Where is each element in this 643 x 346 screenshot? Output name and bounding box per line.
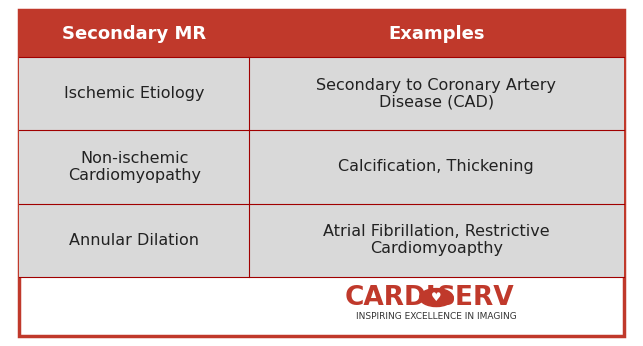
FancyBboxPatch shape: [19, 130, 249, 203]
Text: Annular Dilation: Annular Dilation: [69, 233, 199, 248]
Text: Ischemic Etiology: Ischemic Etiology: [64, 86, 204, 101]
Text: Atrial Fibrillation, Restrictive
Cardiomyoapthy: Atrial Fibrillation, Restrictive Cardiom…: [323, 224, 550, 256]
Text: CARDI: CARDI: [345, 284, 437, 311]
Text: Calcification, Thickening: Calcification, Thickening: [338, 160, 534, 174]
Text: ♥: ♥: [431, 291, 442, 304]
Text: SERV: SERV: [437, 284, 514, 311]
Text: Examples: Examples: [388, 25, 485, 43]
FancyBboxPatch shape: [19, 203, 249, 277]
Text: INSPIRING EXCELLENCE IN IMAGING: INSPIRING EXCELLENCE IN IMAGING: [356, 312, 517, 321]
FancyBboxPatch shape: [249, 57, 624, 130]
FancyBboxPatch shape: [19, 57, 249, 130]
FancyBboxPatch shape: [19, 10, 624, 336]
FancyBboxPatch shape: [19, 10, 249, 57]
FancyBboxPatch shape: [249, 203, 624, 277]
FancyBboxPatch shape: [249, 130, 624, 203]
Circle shape: [420, 289, 453, 307]
Text: Non-ischemic
Cardiomyopathy: Non-ischemic Cardiomyopathy: [68, 151, 201, 183]
FancyBboxPatch shape: [249, 10, 624, 57]
Text: Secondary MR: Secondary MR: [62, 25, 206, 43]
Text: Secondary to Coronary Artery
Disease (CAD): Secondary to Coronary Artery Disease (CA…: [316, 78, 556, 110]
